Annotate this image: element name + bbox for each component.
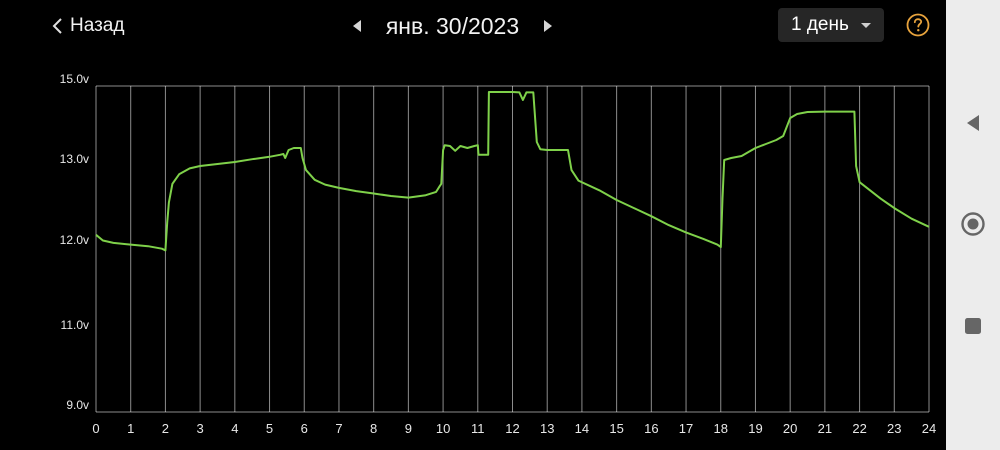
x-tick-label: 10 [436,421,450,436]
x-tick-label: 21 [818,421,832,436]
range-label: 1 день [791,14,849,35]
x-tick-label: 2 [162,421,169,436]
x-tick-label: 13 [540,421,554,436]
range-dropdown[interactable]: 1 день [778,8,884,42]
x-tick-label: 19 [748,421,762,436]
x-tick-label: 6 [301,421,308,436]
date-navigator: янв. 30/2023 [350,10,555,42]
y-tick-label: 15.0v [60,72,89,86]
y-tick-label: 9.0v [66,398,89,412]
triangle-right-icon[interactable] [541,18,555,34]
x-tick-label: 18 [714,421,728,436]
x-axis-labels: 0 1 2 3 4 5 6 7 8 9 10 11 12 13 14 15 16 17 18 19 20 21 22 23 24 [92,421,936,436]
x-tick-label: 15 [609,421,623,436]
x-tick-label: 11 [471,421,485,436]
back-label: Назад [70,15,125,36]
nav-recents-button[interactable] [946,306,1000,346]
help-circle-icon[interactable] [906,13,930,37]
nav-home-icon [961,212,985,236]
chart-grid [95,85,930,413]
system-nav-bar [946,0,1000,450]
x-tick-label: 16 [644,421,658,436]
x-tick-label: 24 [922,421,936,436]
voltage-series-line [95,91,930,252]
x-tick-label: 3 [197,421,204,436]
x-tick-label: 22 [852,421,866,436]
triangle-left-icon[interactable] [350,18,364,34]
nav-home-button[interactable] [946,204,1000,244]
x-tick-label: 5 [266,421,273,436]
x-tick-label: 7 [335,421,342,436]
x-tick-label: 20 [783,421,797,436]
x-tick-label: 1 [127,421,134,436]
caret-down-icon [861,23,871,28]
y-axis-labels: 9.0v 11.0v 12.0v 13.0v 15.0v [60,72,89,412]
x-tick-label: 8 [370,421,377,436]
chevron-left-icon [52,18,62,34]
y-tick-label: 13.0v [60,152,89,166]
nav-back-button[interactable] [946,103,1000,143]
x-tick-label: 23 [887,421,901,436]
x-tick-label: 0 [92,421,99,436]
y-tick-label: 11.0v [61,318,89,332]
date-label: янв. 30/2023 [385,12,520,39]
nav-recents-icon [965,318,981,334]
x-tick-label: 9 [405,421,412,436]
x-tick-label: 12 [505,421,519,436]
back-button[interactable]: Назад [50,12,124,40]
y-tick-label: 12.0v [60,233,89,247]
nav-back-icon [967,115,979,131]
x-tick-label: 17 [679,421,693,436]
x-tick-label: 14 [575,421,589,436]
app-screen: Назад янв. 30/2023 1 день 9.0v 11.0v 12.0v… [50,8,937,436]
x-tick-label: 4 [231,421,238,436]
